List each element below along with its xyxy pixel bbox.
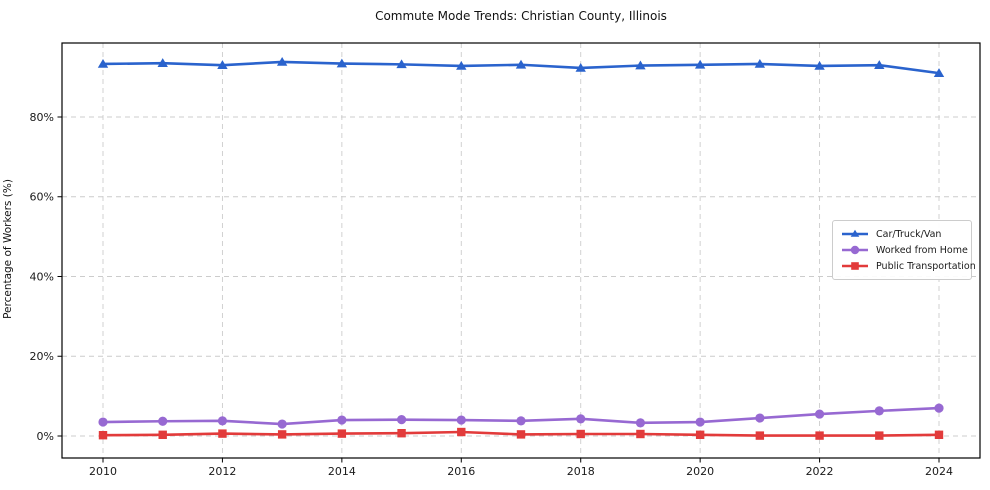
x-tick-label: 2016 (447, 465, 475, 478)
circle-marker (217, 416, 228, 426)
triangle-marker (456, 60, 467, 70)
circle-marker (814, 409, 825, 419)
circle-marker (337, 415, 347, 425)
circle-marker (576, 414, 586, 424)
series-public-transportation (98, 427, 944, 440)
circle-marker (396, 415, 407, 425)
square-marker (815, 431, 824, 440)
triangle-marker (933, 68, 945, 77)
triangle-marker (694, 59, 706, 69)
y-tick-label: 60% (30, 191, 54, 204)
triangle-marker (157, 58, 168, 67)
triangle-marker (396, 59, 407, 69)
square-marker (875, 431, 884, 440)
circle-marker (456, 415, 466, 425)
legend-label: Car/Truck/Van (876, 228, 942, 240)
triangle-marker (217, 60, 228, 69)
x-tick-label: 2012 (208, 465, 236, 478)
series-worked-from-home (98, 403, 944, 429)
y-tick-label: 0% (37, 430, 54, 443)
triangle-marker (336, 58, 348, 68)
circle-marker (98, 417, 108, 427)
square-legend-swatch-icon (842, 262, 868, 270)
y-tick-label: 40% (30, 270, 54, 283)
triangle-marker (814, 60, 825, 70)
circle-marker (158, 416, 168, 426)
y-tick-label: 20% (30, 350, 54, 363)
circle-marker (277, 419, 287, 429)
square-marker (934, 430, 944, 440)
triangle-marker (635, 60, 646, 70)
square-marker (98, 431, 108, 440)
square-marker (218, 429, 227, 438)
legend-item: Worked from Home (840, 242, 968, 258)
square-marker (636, 429, 645, 439)
triangle-marker (850, 229, 860, 237)
series-car-truck-van (97, 56, 945, 77)
x-tick-label: 2022 (806, 465, 834, 478)
plot-frame (61, 42, 981, 459)
square-marker (277, 430, 287, 439)
circle-marker (850, 245, 860, 255)
legend-label: Public Transportation (876, 260, 976, 272)
triangle-marker (276, 56, 288, 66)
triangle-marker (754, 58, 766, 68)
circle-marker (874, 406, 884, 416)
triangle-marker (515, 59, 527, 69)
square-marker (516, 430, 526, 439)
square-marker (851, 262, 859, 270)
legend-item: Car/Truck/Van (840, 226, 964, 242)
legend-item: Public Transportation (840, 258, 976, 274)
square-marker (397, 429, 406, 438)
triangle-marker (874, 60, 885, 69)
legend-label: Worked from Home (876, 244, 968, 256)
square-marker (158, 430, 167, 440)
x-tick-label: 2010 (89, 465, 117, 478)
circle-legend-swatch-icon (842, 245, 868, 255)
square-marker (695, 430, 705, 440)
legend: Car/Truck/Van Worked from Home Public Tran… (832, 220, 976, 280)
square-marker (755, 431, 765, 440)
x-tick-label: 2018 (567, 465, 595, 478)
x-tick-label: 2024 (925, 465, 953, 478)
triangle-marker (97, 58, 109, 68)
square-marker (576, 429, 585, 439)
circle-marker (516, 416, 526, 426)
circle-marker (934, 403, 944, 413)
y-tick-label: 80% (30, 111, 54, 124)
square-marker (337, 429, 347, 438)
chart-title: Commute Mode Trends: Christian County, I… (375, 9, 667, 23)
circle-marker (695, 417, 705, 427)
x-tick-label: 2014 (328, 465, 356, 478)
circle-marker (755, 413, 765, 423)
triangle-marker (575, 62, 586, 72)
square-marker (457, 427, 466, 437)
circle-marker (635, 418, 646, 428)
triangle-legend-swatch-icon (842, 229, 868, 237)
x-tick-label: 2020 (686, 465, 714, 478)
